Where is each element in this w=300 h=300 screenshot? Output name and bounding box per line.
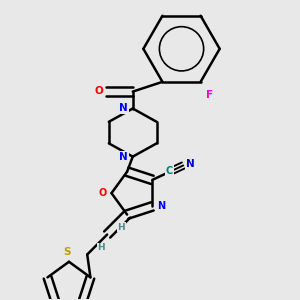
Text: N: N [186,159,195,169]
Text: O: O [94,86,103,96]
Text: N: N [119,103,128,113]
Text: H: H [97,243,105,252]
Text: N: N [157,201,165,212]
Text: O: O [99,188,107,198]
Text: C: C [166,166,173,176]
Text: N: N [119,152,128,162]
Text: F: F [206,90,213,100]
Text: S: S [64,247,71,257]
Text: H: H [117,223,125,232]
